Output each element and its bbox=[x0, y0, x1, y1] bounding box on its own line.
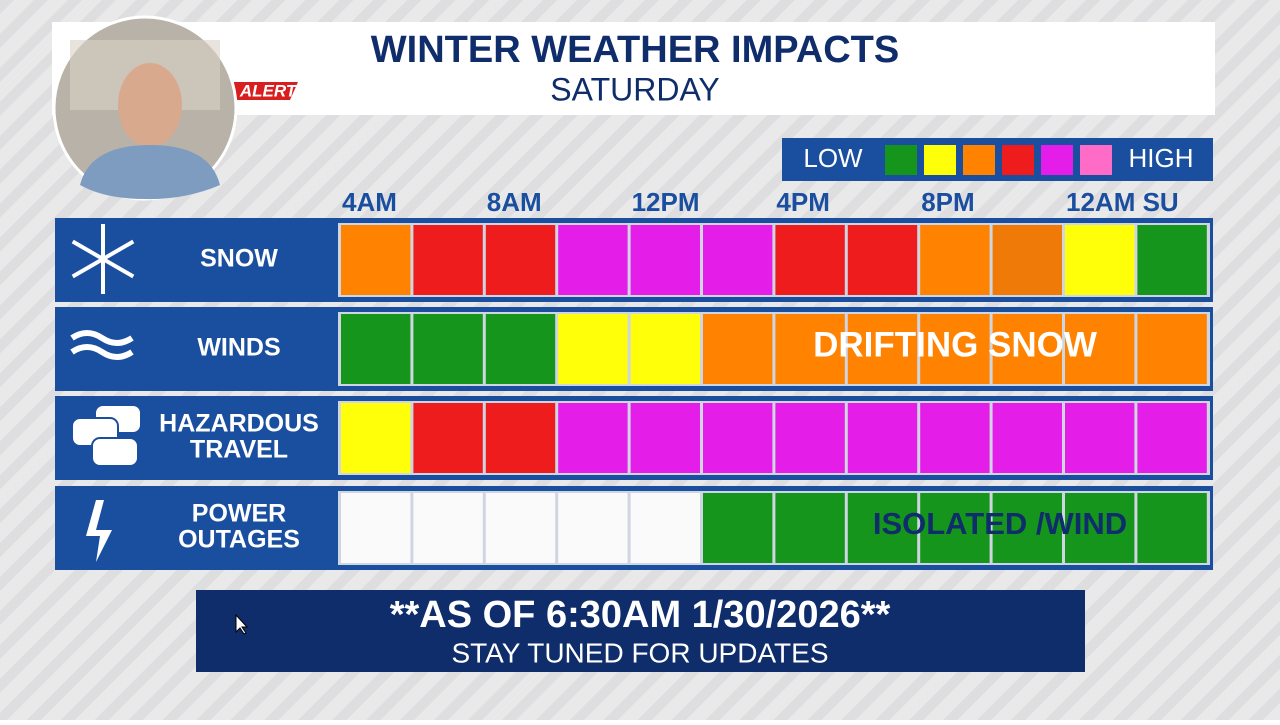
legend-box bbox=[782, 138, 1213, 181]
impact-cell bbox=[847, 225, 918, 295]
row-label: OUTAGES bbox=[178, 526, 300, 554]
impact-cell bbox=[630, 225, 700, 295]
impact-cell bbox=[1137, 403, 1207, 473]
legend-swatch bbox=[1041, 145, 1073, 175]
impact-cell bbox=[920, 493, 990, 563]
impact-cell bbox=[992, 225, 1062, 295]
icon bbox=[70, 330, 134, 346]
impact-cell bbox=[341, 403, 411, 473]
row-label: POWER bbox=[192, 500, 286, 528]
impact-cell bbox=[485, 403, 556, 473]
row-note: DRIFTING SNOW bbox=[813, 325, 1097, 364]
impact-cell bbox=[413, 493, 483, 563]
legend-high: HIGH bbox=[1129, 143, 1194, 173]
impact-cell bbox=[485, 314, 556, 384]
impact-cell bbox=[775, 403, 845, 473]
impact-cell bbox=[413, 403, 483, 473]
impact-cell bbox=[992, 403, 1062, 473]
impact-cell bbox=[1065, 493, 1135, 563]
impact-cell bbox=[703, 314, 773, 384]
impact-cell bbox=[847, 403, 918, 473]
time-label: 12PM bbox=[632, 187, 700, 217]
impact-cell bbox=[630, 493, 700, 563]
title: WINTER WEATHER IMPACTS bbox=[371, 29, 899, 71]
impact-cell bbox=[630, 403, 700, 473]
grid-bg bbox=[338, 223, 1210, 297]
badge-text: ALERT bbox=[239, 81, 298, 100]
impact-cell bbox=[341, 493, 411, 563]
impact-cell bbox=[413, 314, 483, 384]
row-note: ISOLATED /WIND bbox=[873, 506, 1127, 541]
impact-cell bbox=[847, 314, 918, 384]
row-label: TRAVEL bbox=[190, 436, 288, 464]
legend-low: LOW bbox=[803, 143, 863, 173]
icon bbox=[86, 500, 112, 562]
row-label: WINDS bbox=[197, 334, 280, 362]
row-label: SNOW bbox=[200, 245, 278, 273]
impact-cell bbox=[558, 403, 628, 473]
impact-cell bbox=[1137, 225, 1207, 295]
legend-swatch bbox=[963, 145, 995, 175]
impact-cell bbox=[775, 314, 845, 384]
icon bbox=[70, 344, 134, 360]
cursor bbox=[235, 613, 249, 635]
impact-cell bbox=[703, 403, 773, 473]
impact-row: SNOW bbox=[55, 218, 1213, 302]
footer-subline: STAY TUNED FOR UPDATES bbox=[451, 637, 828, 668]
impact-cell bbox=[1065, 403, 1135, 473]
impact-cell bbox=[1065, 225, 1135, 295]
icon bbox=[71, 239, 135, 279]
time-label: 4AM bbox=[342, 187, 397, 217]
row-label: HAZARDOUS bbox=[159, 410, 319, 438]
impact-cell bbox=[558, 225, 628, 295]
legend-swatch bbox=[1002, 145, 1034, 175]
impact-row: WINDS DRIFTING SNOW bbox=[55, 307, 1213, 391]
impact-cell bbox=[992, 493, 1062, 563]
icon bbox=[91, 437, 139, 467]
grid-bg bbox=[338, 312, 1210, 386]
subtitle: SATURDAY bbox=[550, 71, 720, 107]
impact-cell bbox=[413, 225, 483, 295]
impact-cell bbox=[341, 314, 411, 384]
legend-swatch bbox=[924, 145, 956, 175]
grid-bg bbox=[338, 401, 1210, 475]
time-label: 12AM SU bbox=[1066, 187, 1179, 217]
impact-cell bbox=[703, 225, 773, 295]
impact-cell bbox=[847, 493, 918, 563]
footer-headline: **AS OF 6:30AM 1/30/2026** bbox=[390, 594, 891, 636]
presenter bbox=[52, 15, 238, 201]
impact-cell bbox=[558, 314, 628, 384]
time-label: 8AM bbox=[487, 187, 542, 217]
impact-cell bbox=[630, 314, 700, 384]
impact-cell bbox=[992, 314, 1062, 384]
footer-box bbox=[196, 590, 1085, 672]
impact-cell bbox=[485, 225, 556, 295]
time-label: 8PM bbox=[921, 187, 974, 217]
legend-swatch bbox=[885, 145, 917, 175]
time-label: 4PM bbox=[776, 187, 829, 217]
impact-cell bbox=[920, 225, 990, 295]
impact-cell bbox=[558, 493, 628, 563]
impact-cell bbox=[920, 314, 990, 384]
grid-bg bbox=[338, 491, 1210, 565]
impact-cell bbox=[920, 403, 990, 473]
impact-cell bbox=[485, 493, 556, 563]
legend-swatch bbox=[1080, 145, 1112, 175]
impact-cell bbox=[1137, 314, 1207, 384]
impact-cell bbox=[775, 493, 845, 563]
impact-cell bbox=[775, 225, 845, 295]
impact-cell bbox=[1137, 493, 1207, 563]
impact-cell bbox=[341, 225, 411, 295]
impact-cell bbox=[703, 493, 773, 563]
impact-cell bbox=[1065, 314, 1135, 384]
